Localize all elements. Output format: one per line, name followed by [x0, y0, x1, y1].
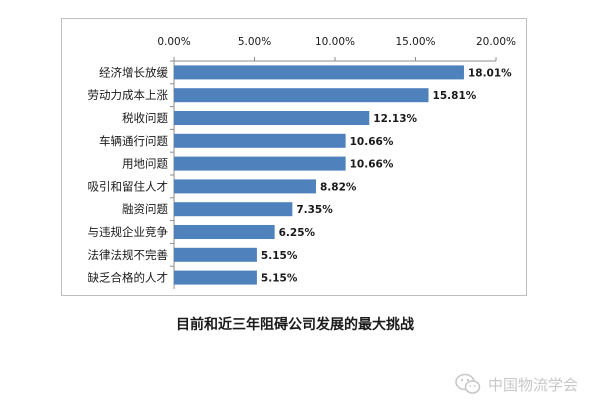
x-tick-label: 10.00%: [315, 36, 355, 48]
x-tick-label: 0.00%: [157, 36, 190, 48]
bar: [174, 88, 429, 103]
bar: [174, 179, 317, 194]
data-label: 18.01%: [468, 67, 512, 79]
data-label: 5.15%: [261, 250, 298, 262]
category-label: 车辆通行问题: [99, 134, 168, 148]
category-label: 缺乏合格的人才: [88, 271, 169, 285]
data-label: 8.82%: [320, 181, 357, 193]
category-label: 法律法规不完善: [88, 248, 169, 262]
data-label: 6.25%: [279, 227, 316, 239]
category-label: 税收问题: [122, 111, 168, 125]
x-tick-label: 20.00%: [476, 36, 516, 48]
data-label: 15.81%: [433, 90, 477, 102]
chart-caption: 目前和近三年阻碍公司发展的最大挑战: [176, 317, 414, 333]
data-label: 10.66%: [350, 159, 394, 171]
watermark-text: 中国物流学会: [487, 375, 578, 394]
x-tick-label: 5.00%: [238, 36, 271, 48]
category-label: 与违规企业竞争: [88, 225, 169, 239]
category-label: 用地问题: [122, 157, 168, 171]
category-label: 经济增长放缓: [99, 65, 168, 79]
chart-area: 0.00% 5.00% 10.00% 15.00% 20.00% 经济增长放缓 18.01%…: [61, 18, 527, 296]
data-label: 7.35%: [296, 204, 333, 216]
watermark: 中国物流学会: [454, 372, 578, 396]
bar: [174, 202, 293, 217]
wechat-icon: [455, 373, 481, 394]
bar: [174, 225, 275, 239]
data-label: 5.15%: [261, 273, 298, 285]
bar: [174, 111, 370, 125]
bar: [174, 133, 346, 148]
data-label: 10.66%: [350, 136, 394, 148]
bar-chart: 0.00% 5.00% 10.00% 15.00% 20.00% 经济增长放缓 18.01%…: [88, 36, 516, 289]
category-label: 融资问题: [122, 202, 168, 216]
bar: [174, 156, 346, 171]
category-label: 劳动力成本上涨: [88, 88, 169, 102]
data-label: 12.13%: [373, 113, 417, 125]
bar: [174, 65, 464, 80]
bar: [174, 270, 257, 285]
category-label: 吸引和留住人才: [88, 179, 169, 193]
bar: [174, 247, 257, 262]
x-tick-label: 15.00%: [395, 36, 435, 48]
